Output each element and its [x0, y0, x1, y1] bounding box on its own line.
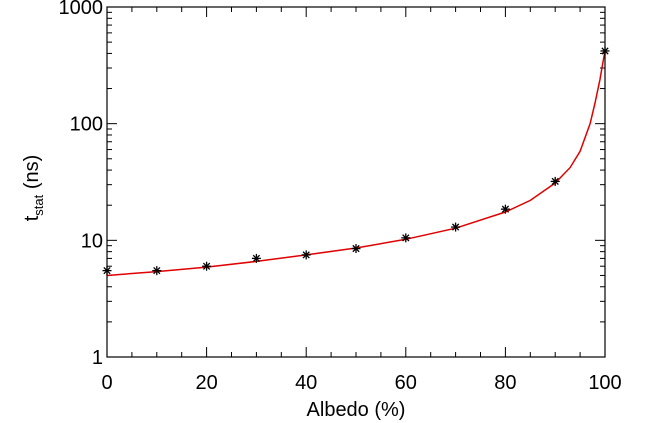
y-tick-label: 1000	[59, 0, 104, 19]
asterisk-stroke	[153, 266, 161, 275]
data-point	[152, 266, 162, 276]
y-tick-labels: 1 10 100 1000	[59, 0, 104, 369]
x-tick-label: 80	[494, 372, 516, 394]
asterisk-stroke	[352, 244, 360, 253]
asterisk-stroke	[202, 262, 211, 270]
x-axis-label: Albedo (%)	[307, 399, 406, 421]
data-point	[301, 250, 311, 260]
plot-frame	[106, 6, 606, 358]
data-point	[351, 244, 361, 254]
data-point	[401, 233, 411, 243]
data-point	[500, 204, 510, 214]
x-tick-label: 40	[295, 372, 317, 394]
x-tick-label: 0	[101, 372, 112, 394]
asterisk-stroke	[551, 177, 559, 186]
asterisk-stroke	[302, 251, 310, 259]
data-point	[202, 261, 212, 271]
x-tick-labels: 0 20 40 60 80 100	[101, 372, 621, 394]
asterisk-stroke	[252, 254, 261, 263]
x-tick-label: 20	[195, 372, 217, 394]
y-axis-label: tstat (ns)	[21, 155, 46, 222]
data-point	[251, 253, 261, 263]
fit-line	[106, 50, 606, 277]
asterisk-stroke	[501, 205, 510, 213]
minor-ticks	[107, 7, 605, 357]
asterisk-stroke	[451, 223, 460, 231]
y-tick-label: 100	[70, 114, 103, 136]
y-tick-label: 10	[81, 230, 103, 252]
y-axis-label-sub: stat	[31, 194, 46, 215]
x-tick-label: 60	[395, 372, 417, 394]
y-axis-label-unit: (ns)	[21, 155, 43, 195]
data-points	[102, 46, 610, 276]
asterisk-stroke	[402, 234, 410, 242]
major-ticks	[106, 6, 606, 358]
y-axis-label-main: t	[21, 215, 43, 221]
data-point	[451, 222, 461, 232]
x-tick-label: 100	[588, 372, 621, 394]
data-point	[550, 176, 560, 186]
y-tick-label: 1	[92, 347, 103, 369]
